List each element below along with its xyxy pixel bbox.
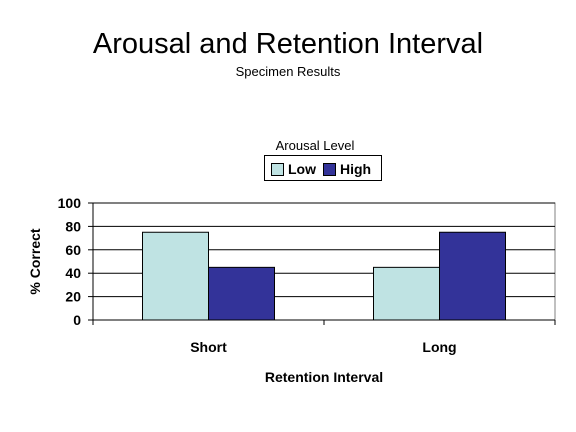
bar-high-long [439, 231, 506, 321]
x-tick-label: Short [190, 339, 227, 355]
x-tick-labels: Short Long [190, 339, 456, 355]
legend: Low High [264, 155, 382, 181]
legend-title: Arousal Level [275, 138, 355, 153]
x-tick-label: Long [422, 339, 456, 355]
legend-swatch-low [271, 162, 284, 176]
chart-title: Arousal and Retention Interval [92, 28, 484, 60]
legend-item-low: Low [271, 161, 316, 177]
y-tick-label: 0 [73, 312, 81, 328]
y-tick-label: 20 [65, 289, 81, 305]
y-tick-labels: 0 20 40 60 80 100 [58, 195, 82, 328]
chart-subtitle: Specimen Results [235, 64, 341, 79]
bar-low-short [142, 231, 209, 321]
y-tick-label: 100 [58, 195, 82, 211]
x-axis-title: Retention Interval [265, 369, 383, 385]
y-tick-label: 80 [65, 218, 81, 234]
y-tick-label: 40 [65, 265, 81, 281]
bars [142, 231, 506, 321]
bar-high-short [208, 266, 275, 321]
axes [92, 203, 556, 325]
legend-label-high: High [340, 161, 372, 177]
bar-low-long [373, 266, 440, 321]
y-tick-label: 60 [65, 242, 81, 258]
y-axis-title: % Correct [27, 228, 43, 294]
legend-label-low: Low [288, 161, 316, 177]
legend-swatch-high [323, 162, 336, 176]
legend-item-high: High [323, 161, 371, 177]
